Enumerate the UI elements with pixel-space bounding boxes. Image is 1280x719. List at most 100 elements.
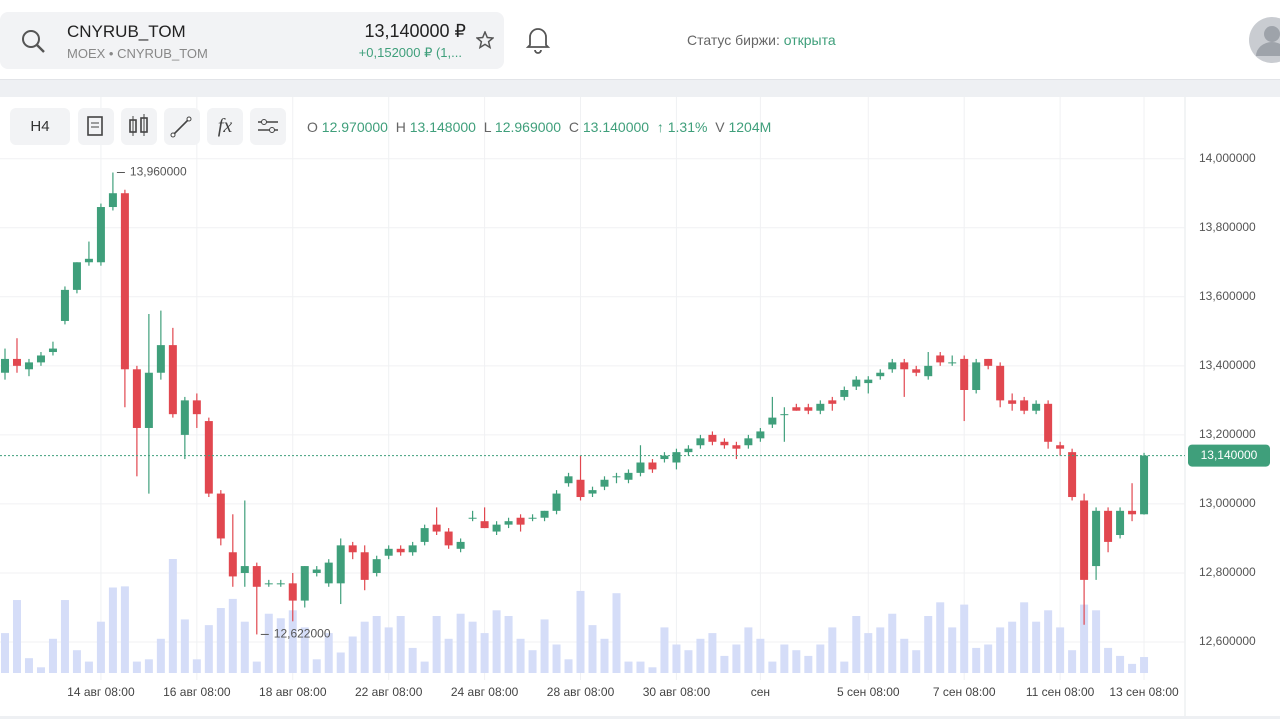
volume-bar <box>48 638 57 673</box>
low-marker-label: 12,622000 <box>274 627 331 641</box>
volume-bar <box>1116 655 1125 673</box>
volume-bar <box>864 633 873 673</box>
candle-body <box>1128 510 1137 515</box>
volume-bar <box>36 667 45 673</box>
candle-body <box>336 545 345 584</box>
v-label: V <box>715 119 725 135</box>
volume-bar <box>420 661 429 673</box>
candle-body <box>684 448 693 453</box>
candle-body <box>708 434 717 442</box>
volume-bar <box>600 638 609 673</box>
volume-bar <box>336 652 345 673</box>
volume-bar <box>480 633 489 673</box>
volume-bar <box>840 661 849 673</box>
candle-body <box>636 462 645 473</box>
candle-body <box>1056 445 1065 449</box>
volume-bar <box>12 600 21 673</box>
candle-body <box>660 455 669 460</box>
volume-bar <box>756 638 765 673</box>
tool-button[interactable] <box>78 108 114 145</box>
avatar[interactable] <box>1248 16 1280 64</box>
candle-body <box>348 545 357 553</box>
volume-bar <box>504 616 513 673</box>
last-price-label: 13,140000 <box>1201 448 1258 462</box>
volume-bar <box>156 638 165 673</box>
ticker-search[interactable]: CNYRUB_TOM MOEX • CNYRUB_TOM 13,140000 ₽… <box>0 12 504 69</box>
volume-bar <box>612 593 621 673</box>
candle-body <box>540 510 549 518</box>
candle-body <box>276 583 285 585</box>
candle-body <box>12 358 21 366</box>
c-value: 13.140000 <box>582 119 650 135</box>
y-tick-label: 14,000000 <box>1199 151 1256 165</box>
volume-bar <box>372 616 381 673</box>
settings-button[interactable] <box>250 108 286 145</box>
candle-body <box>1116 510 1125 535</box>
volume-bar <box>132 661 141 673</box>
volume-bar <box>348 636 357 673</box>
volume-bar <box>264 613 273 673</box>
candle-body <box>1092 510 1101 567</box>
volume-bar <box>780 644 789 673</box>
candle-body <box>744 438 753 446</box>
volume-bar <box>564 659 573 673</box>
candle-body <box>180 400 189 435</box>
volume-bar <box>576 590 585 673</box>
candle-body <box>1140 455 1149 515</box>
volume-bar <box>120 586 129 673</box>
candle-body <box>96 207 105 263</box>
volume-bar <box>468 621 477 673</box>
candle-body <box>588 490 597 494</box>
candle-body <box>960 358 969 390</box>
volume-bar <box>516 638 525 673</box>
volume-bar <box>1056 627 1065 673</box>
candle-body <box>492 524 501 532</box>
indicators-button[interactable]: fx <box>207 108 243 145</box>
volume-bar <box>444 638 453 673</box>
candle-body <box>564 476 573 484</box>
exchange-name: MOEX <box>67 46 106 61</box>
x-tick-label: 30 авг 08:00 <box>643 685 711 699</box>
volume-bar <box>1 633 9 673</box>
candle-body <box>924 365 933 377</box>
y-tick-label: 13,400000 <box>1199 358 1256 372</box>
candle-body <box>672 452 681 463</box>
candle-body <box>864 379 873 384</box>
volume-bar <box>528 650 537 673</box>
y-tick-label: 13,000000 <box>1199 496 1256 510</box>
interval-button[interactable]: H4 <box>10 108 70 145</box>
candle-body <box>996 365 1005 401</box>
candle-body <box>828 400 837 404</box>
alert-bell[interactable] <box>525 26 551 54</box>
y-tick-label: 13,600000 <box>1199 289 1256 303</box>
instrument: CNYRUB_TOM <box>117 46 208 61</box>
ohlc-legend: O 12.970000 H 13.148000 L 12.969000 C 13… <box>307 119 771 135</box>
candle-body <box>48 348 57 353</box>
o-label: O <box>307 119 318 135</box>
candle-body <box>432 524 441 532</box>
volume-bar <box>1140 657 1149 673</box>
favorite-star[interactable] <box>476 31 494 49</box>
candle-body <box>600 479 609 487</box>
candle-body <box>696 438 705 446</box>
x-tick-label: 7 сен 08:00 <box>933 685 996 699</box>
volume-bar <box>828 627 837 673</box>
drawing-button[interactable] <box>164 108 200 145</box>
candle-body <box>936 355 945 363</box>
candle-body <box>1020 400 1029 411</box>
candle-body <box>552 493 561 511</box>
chart-type-button[interactable] <box>121 108 157 145</box>
candle-body <box>852 379 861 387</box>
candle-body <box>60 289 69 321</box>
search-icon[interactable] <box>20 28 46 54</box>
volume-bar <box>192 659 201 673</box>
volume-bar <box>960 604 969 673</box>
volume-bar <box>408 647 417 673</box>
volume-bar <box>252 661 261 673</box>
volume-bar <box>108 587 117 673</box>
candle-body <box>792 407 801 411</box>
volume-bar <box>300 627 309 673</box>
volume-bar <box>492 610 501 673</box>
volume-bar <box>888 613 897 673</box>
